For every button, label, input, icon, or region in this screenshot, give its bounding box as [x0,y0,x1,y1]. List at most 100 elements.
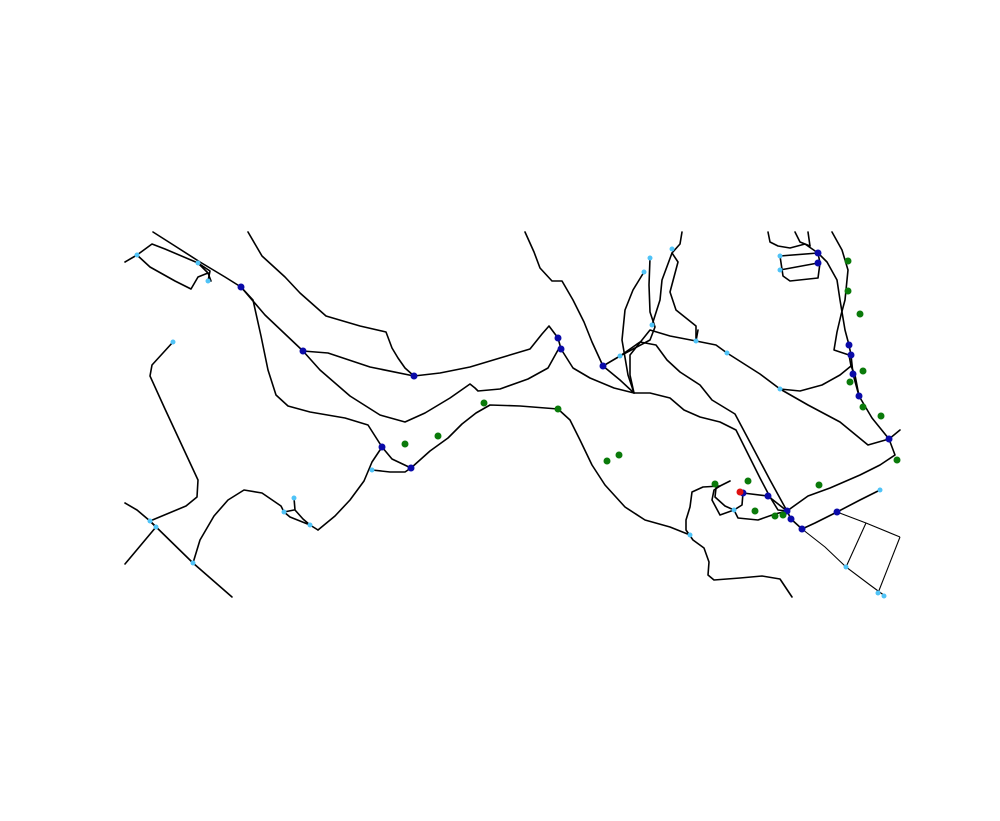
intersection-node [885,435,893,443]
endpoint-node [693,338,699,344]
road-segment [817,252,850,346]
intersection-node [787,515,795,523]
poi-marker [846,378,854,386]
road-segment [779,252,819,257]
endpoint-node [641,269,647,275]
intersection-node [847,351,855,359]
poi-marker [779,511,787,519]
road-segment [685,485,793,598]
road-network [124,231,901,598]
road-segment [767,495,788,512]
poi-marker [434,432,442,440]
road-segment [801,528,886,597]
intersection-node [798,525,806,533]
poi-marker [603,457,611,465]
endpoint-node [731,507,737,513]
intersection-node [845,341,853,349]
road-segment [845,522,867,568]
endpoint-node [195,260,201,266]
road-segment [192,489,295,564]
poi-marker [744,477,752,485]
endpoint-node [153,524,159,530]
intersection-node [407,464,415,472]
road-segment [742,492,769,497]
endpoint-node [205,278,211,284]
intersection-node [557,345,565,353]
endpoint-node [777,253,783,259]
endpoint-node [777,386,783,392]
poi-marker [771,512,779,520]
endpoint-node [281,509,287,515]
poi-marker [480,399,488,407]
endpoint-node [687,532,693,538]
road-segment [371,467,412,473]
road-segment [621,271,645,394]
endpoint-node [881,593,887,599]
road-segment [848,344,860,397]
intersection-node [814,259,822,267]
road-segment [767,231,819,254]
road-segment [669,252,697,342]
endpoint-node [170,339,176,345]
road-segment [560,348,635,394]
endpoint-node [369,467,375,473]
road-segment [807,231,811,247]
endpoint-node [307,522,313,528]
endpoint-node [777,267,783,273]
intersection-nodes [237,249,893,533]
road-segment [695,340,901,446]
endpoint-node [669,246,675,252]
road-segment [302,350,415,377]
endpoint-nodes [134,246,887,599]
poi-marker [856,310,864,318]
road-segment [149,520,233,598]
road-segment [794,231,811,247]
intersection-node [237,283,245,291]
intersection-node [764,492,772,500]
poi-marker [615,451,623,459]
poi-marker [815,481,823,489]
poi-marker [877,412,885,420]
road-segment [240,286,383,448]
intersection-node [814,249,822,257]
highlighted-node [736,488,744,496]
endpoint-node [649,322,655,328]
endpoint-node [617,353,623,359]
road-segment [317,446,383,531]
poi-marker [554,405,562,413]
road-segment [877,536,901,594]
endpoint-node [134,252,140,258]
road-segment [283,511,319,531]
endpoint-node [647,255,653,261]
intersection-node [410,372,418,380]
poi-marker [844,257,852,265]
intersection-node [378,443,386,451]
poi-marker [859,403,867,411]
road-segment [302,349,559,423]
poi-marker [751,507,759,515]
road-segment [247,231,415,377]
road-segment [410,404,691,536]
road-segment [124,520,157,565]
intersection-node [849,370,857,378]
intersection-node [299,347,307,355]
endpoint-node [147,518,153,524]
road-segment [619,341,788,512]
road-segment [786,438,896,512]
endpoint-node [843,564,849,570]
road-segment [136,254,209,290]
endpoint-node [877,487,883,493]
intersection-node [855,392,863,400]
road-segment [240,286,304,352]
road-segment [629,329,697,394]
road-segment [836,511,901,538]
road-segment [524,231,604,367]
intersection-node [833,508,841,516]
poi-marker [401,440,409,448]
endpoint-node [291,495,297,501]
poi-markers [401,257,901,520]
endpoint-node [190,560,196,566]
road-segment [381,446,412,469]
road-segment [124,341,199,522]
